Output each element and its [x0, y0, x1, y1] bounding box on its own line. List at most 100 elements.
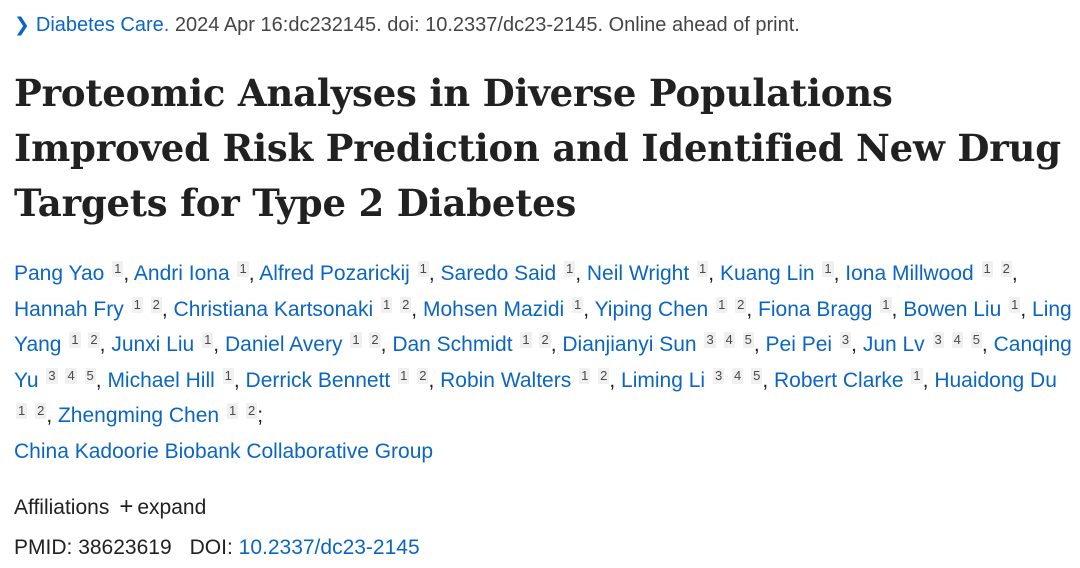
author-link[interactable]: Dan Schmidt — [392, 333, 513, 357]
doi-link[interactable]: 10.2337/dc23-2145 — [238, 536, 420, 559]
affiliation-number[interactable]: 3 — [932, 332, 944, 349]
doi-label: DOI: — [189, 536, 233, 559]
author: Hannah Fry 1 2 — [14, 296, 162, 321]
author-link[interactable]: Dianjianyi Sun — [562, 333, 697, 357]
affiliation-number[interactable]: 1 — [572, 296, 584, 313]
affiliation-number[interactable]: 1 — [822, 261, 834, 277]
author-link[interactable]: Huaidong Du — [934, 368, 1057, 392]
plus-icon[interactable]: + — [119, 493, 134, 520]
separator: , — [851, 333, 863, 357]
affiliation-number[interactable]: 2 — [150, 296, 162, 313]
author-link[interactable]: Ling Yang — [14, 297, 1072, 357]
author-link[interactable]: Daniel Avery — [224, 333, 343, 357]
author-link[interactable]: Neil Wright — [586, 262, 690, 285]
author-link[interactable]: Junxi Liu — [111, 333, 195, 357]
affiliation-number[interactable]: 1 — [69, 332, 81, 349]
affiliation-number[interactable]: 1 — [880, 296, 892, 313]
affiliation-number[interactable]: 3 — [704, 332, 716, 349]
author-link[interactable]: Fiona Bragg — [758, 297, 873, 321]
affiliation-number[interactable]: 4 — [951, 332, 963, 349]
separator: , — [746, 297, 759, 321]
author-link[interactable]: Andri Iona — [133, 262, 230, 285]
affiliation-number[interactable]: 5 — [970, 332, 982, 349]
separator: , — [583, 297, 595, 321]
authors-list: Pang Yao 1, Andri Iona 1, Alfred Pozaric… — [14, 256, 1074, 470]
author-link[interactable]: Mohsen Mazidi — [422, 297, 565, 321]
affiliation-number[interactable]: 1 — [716, 296, 728, 313]
author-link[interactable]: Liming Li — [621, 368, 706, 392]
author-link[interactable]: Hannah Fry — [14, 297, 124, 321]
affiliation-number[interactable]: 1 — [16, 403, 28, 420]
separator: , — [213, 333, 225, 357]
separator: , — [762, 368, 774, 392]
author-link[interactable]: Christiana Kartsonaki — [173, 297, 374, 321]
author: Dianjianyi Sun 3 4 5 — [562, 332, 754, 357]
affiliation-number[interactable]: 3 — [46, 367, 58, 384]
author-link[interactable]: Zhengming Chen — [57, 404, 220, 428]
author: Robin Walters 1 2 — [440, 367, 610, 392]
affiliation-number[interactable]: 2 — [369, 332, 381, 349]
affiliation-number[interactable]: 1 — [520, 332, 532, 349]
affiliations-label: Affiliations — [14, 496, 110, 519]
pmid-label: PMID: — [14, 536, 73, 559]
affiliation-number[interactable]: 1 — [222, 367, 234, 384]
author: Jun Lv 3 4 5 — [862, 332, 982, 357]
author-link[interactable]: Robert Clarke — [774, 368, 904, 392]
separator: , — [428, 262, 441, 285]
affiliation-number[interactable]: 1 — [131, 296, 143, 313]
affiliation-number[interactable]: 5 — [742, 332, 754, 349]
affiliation-number[interactable]: 1 — [563, 261, 576, 277]
separator: , — [708, 262, 720, 285]
affiliation-number[interactable]: 2 — [88, 332, 100, 349]
affiliation-number[interactable]: 3 — [712, 367, 725, 384]
separator: , — [380, 333, 393, 357]
affiliation-number[interactable]: 2 — [1000, 261, 1012, 277]
author-link[interactable]: Alfred Pozarickij — [259, 262, 410, 285]
author-link[interactable]: Iona Millwood — [845, 262, 974, 285]
affiliation-number[interactable]: 1 — [350, 332, 362, 349]
affiliation-number[interactable]: 1 — [237, 261, 249, 277]
author-link[interactable]: Derrick Bennett — [245, 368, 391, 392]
affiliation-number[interactable]: 2 — [400, 296, 412, 313]
author-link[interactable]: Michael Hill — [107, 368, 215, 392]
affiliation-number[interactable]: 2 — [539, 332, 551, 349]
affiliation-number[interactable]: 4 — [732, 367, 744, 384]
affiliation-number[interactable]: 5 — [751, 367, 763, 384]
affiliation-number[interactable]: 3 — [839, 332, 852, 349]
author-link[interactable]: Kuang Lin — [719, 262, 815, 285]
separator: , — [248, 262, 260, 285]
expand-button[interactable]: expand — [137, 496, 207, 519]
affiliation-number[interactable]: 1 — [112, 261, 124, 277]
author-link[interactable]: Canqing Yu — [14, 333, 1072, 392]
separator: , — [428, 368, 441, 392]
affiliation-number[interactable]: 1 — [981, 261, 993, 277]
affiliation-number[interactable]: 2 — [246, 403, 258, 420]
author-link[interactable]: Yiping Chen — [594, 297, 709, 321]
chevron-right-icon[interactable]: ❯ — [14, 15, 30, 36]
author-link[interactable]: Saredo Said — [440, 262, 557, 285]
journal-link[interactable]: Diabetes Care. — [35, 14, 170, 36]
affiliations-row: Affiliations + expand — [14, 494, 206, 521]
affiliation-number[interactable]: 1 — [380, 296, 393, 313]
affiliation-number[interactable]: 5 — [84, 367, 96, 384]
affiliation-number[interactable]: 4 — [65, 367, 77, 384]
author-link[interactable]: Pei Pei — [765, 333, 833, 357]
affiliation-number[interactable]: 1 — [1009, 296, 1021, 313]
affiliation-number[interactable]: 1 — [697, 261, 709, 277]
affiliation-number[interactable]: 2 — [735, 296, 747, 313]
affiliation-number[interactable]: 1 — [911, 367, 923, 384]
author-link[interactable]: Jun Lv — [862, 333, 925, 357]
affiliation-number[interactable]: 4 — [723, 332, 735, 349]
author-link[interactable]: Bowen Liu — [903, 297, 1002, 321]
group-author-link[interactable]: China Kadoorie Biobank Collaborative Gro… — [14, 439, 434, 463]
author-link[interactable]: Robin Walters — [440, 368, 572, 392]
affiliation-number[interactable]: 2 — [598, 367, 610, 384]
affiliation-number[interactable]: 2 — [35, 403, 47, 420]
affiliation-number[interactable]: 1 — [398, 367, 410, 384]
affiliation-number[interactable]: 1 — [226, 403, 239, 420]
affiliation-number[interactable]: 1 — [417, 261, 429, 277]
affiliation-number[interactable]: 1 — [579, 367, 591, 384]
author-link[interactable]: Pang Yao — [14, 262, 105, 285]
affiliation-number[interactable]: 2 — [417, 367, 429, 384]
affiliation-number[interactable]: 1 — [202, 332, 214, 349]
